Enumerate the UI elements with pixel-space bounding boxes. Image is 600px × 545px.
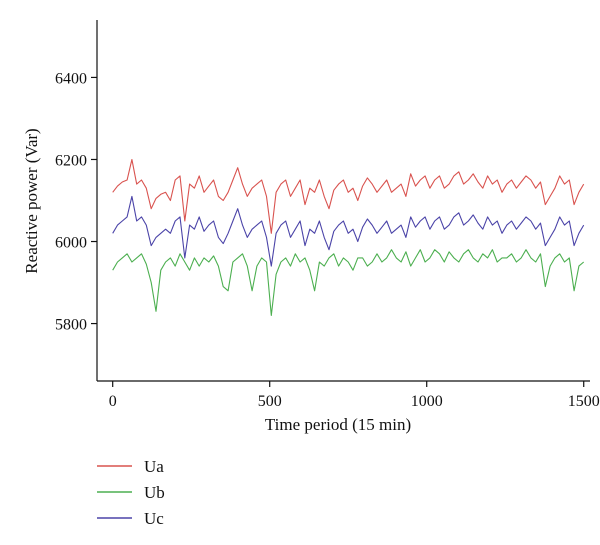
legend-label-ua: Ua [144, 457, 164, 476]
y-tick-label: 6400 [55, 70, 87, 87]
y-tick-label: 6000 [55, 235, 87, 252]
x-axis-title: Time period (15 min) [265, 415, 411, 434]
legend: Ua Ub Uc [97, 457, 165, 528]
axes [96, 20, 590, 382]
series-lines [112, 158, 585, 316]
legend-label-uc: Uc [144, 509, 164, 528]
y-tick-label: 5800 [55, 317, 87, 334]
series-line-ua [112, 158, 585, 234]
y-axis-title: Reactive power (Var) [22, 128, 41, 273]
series-line-uc [112, 195, 585, 267]
legend-label-ub: Ub [144, 483, 165, 502]
x-tick-label: 0 [109, 393, 117, 410]
y-tick-label: 6200 [55, 152, 87, 169]
x-tick-label: 500 [258, 393, 282, 410]
x-tick-label: 1000 [411, 393, 443, 410]
series-line-ub [112, 249, 585, 316]
y-ticks: 5800 6000 6200 6400 [55, 70, 97, 334]
x-ticks: 0 500 1000 1500 [109, 381, 600, 410]
x-tick-label: 1500 [568, 393, 600, 410]
